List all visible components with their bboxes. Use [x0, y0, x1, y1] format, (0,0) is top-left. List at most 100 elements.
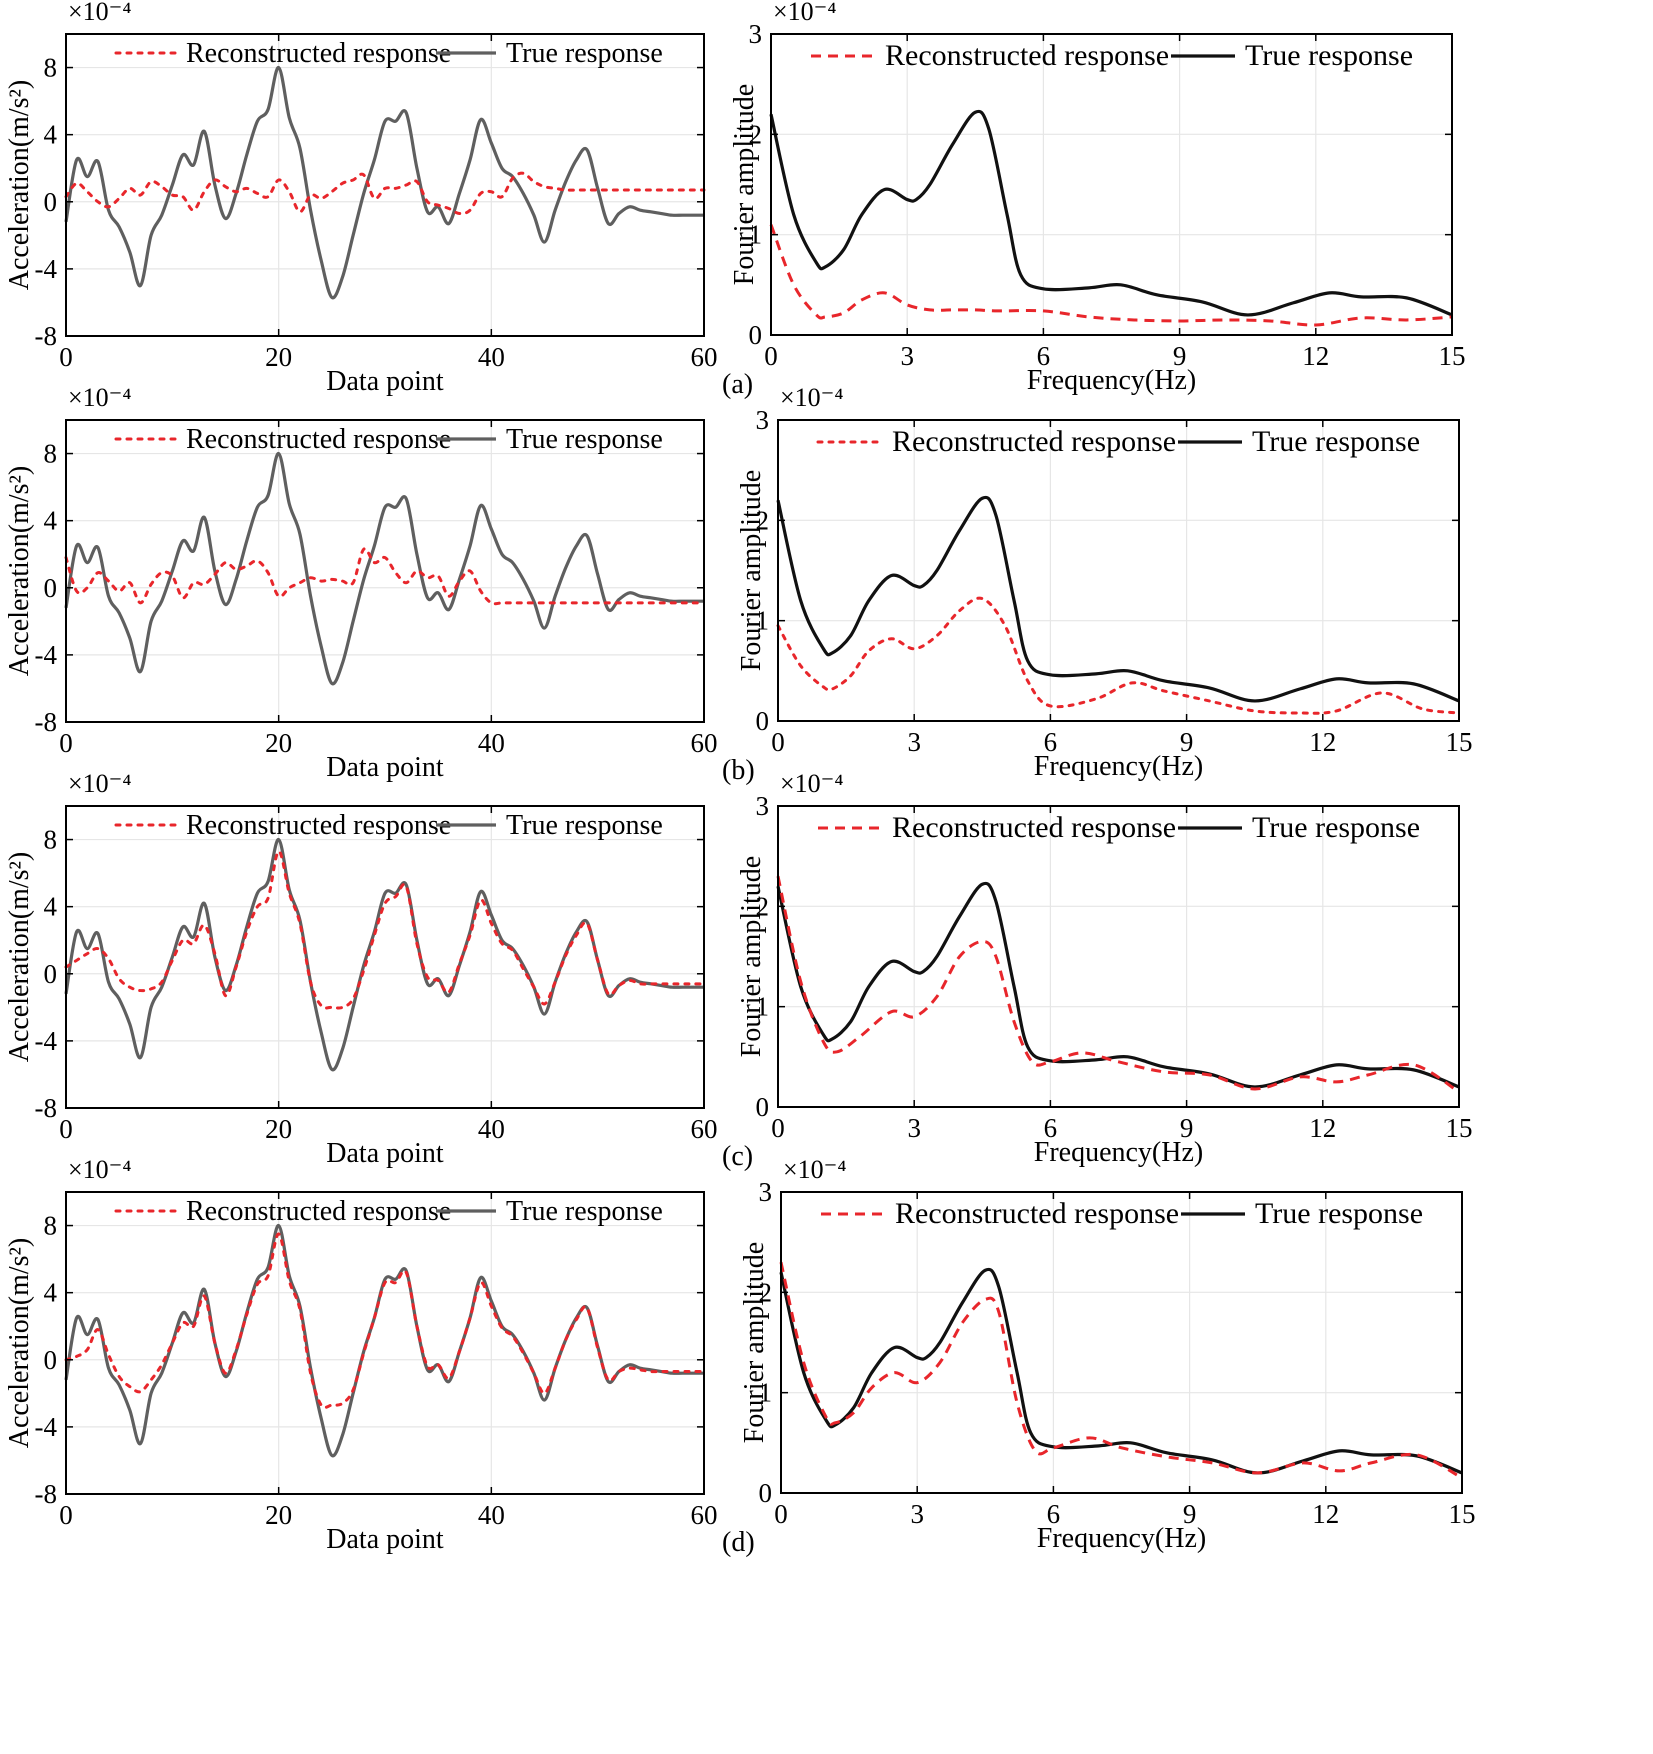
true-response-line	[779, 1267, 1463, 1475]
x-tick-label: 9	[1180, 727, 1194, 757]
y-tick-label: 4	[44, 1278, 58, 1308]
y-tick-label: -8	[35, 1479, 58, 1509]
y-tick-label: 0	[44, 573, 58, 603]
panel-tag-b: (b)	[722, 755, 755, 786]
y-tick-label: 0	[759, 1478, 773, 1508]
legend-true-label: True response	[506, 1196, 663, 1227]
y-tick-label: 3	[749, 19, 763, 49]
time-chart-4: 0 20 40 60 -8 -4 0 4 8 ×10⁻⁴ Data point Acceleratio…	[4, 1155, 718, 1555]
y-tick-label: 1	[749, 220, 763, 250]
y-axis-title: Fourier amplitude	[729, 84, 760, 285]
reconstructed-response-line	[64, 547, 706, 606]
y-tick-label: 8	[44, 825, 58, 855]
exponent-label: ×10⁻⁴	[68, 0, 131, 26]
y-tick-label: 8	[44, 53, 58, 83]
plot-frame	[65, 33, 705, 337]
x-tick-label: 0	[59, 342, 73, 372]
y-tick-label: 4	[44, 506, 58, 536]
plot-frame	[777, 419, 1460, 722]
legend-reconstructed-label: Reconstructed response	[186, 810, 451, 841]
y-tick-label: 1	[759, 1378, 773, 1408]
x-tick-label: 12	[1302, 341, 1329, 371]
y-axis-title: Fourier amplitude	[736, 470, 767, 671]
x-tick-label: 0	[771, 727, 785, 757]
time-chart-1: 0 20 40 60 -8 -4 0 4 8 ×10⁻⁴ Data point Acceleratio…	[4, 0, 718, 397]
x-tick-label: 0	[59, 1114, 73, 1144]
y-tick-label: 8	[44, 1211, 58, 1241]
y-tick-label: 4	[44, 892, 58, 922]
exponent-label: ×10⁻⁴	[783, 1155, 846, 1184]
x-tick-label: 20	[265, 728, 292, 758]
exponent-label: ×10⁻⁴	[68, 1155, 131, 1184]
reconstructed-response-line	[779, 1261, 1463, 1480]
x-tick-label: 40	[478, 728, 505, 758]
y-tick-label: -4	[35, 1026, 58, 1056]
plot-frame	[780, 1191, 1463, 1494]
x-tick-label: 60	[691, 1500, 718, 1530]
x-axis-title: Data point	[326, 1138, 444, 1169]
time-chart-2: 0 20 40 60 -8 -4 0 4 8 ×10⁻⁴ Data point Acceleratio…	[4, 383, 718, 783]
x-tick-label: 3	[900, 341, 914, 371]
legend: Reconstructed response True response	[816, 425, 1420, 458]
x-tick-label: 12	[1309, 727, 1336, 757]
legend: Reconstructed response True response	[818, 811, 1420, 844]
legend-reconstructed-label: Reconstructed response	[186, 38, 451, 69]
legend-reconstructed-label: Reconstructed response	[895, 1197, 1179, 1230]
time-chart-3: 0 20 40 60 -8 -4 0 4 8 ×10⁻⁴ Data point Acceleratio…	[4, 769, 718, 1169]
legend-true-label: True response	[1252, 425, 1420, 458]
exponent-label: ×10⁻⁴	[773, 0, 836, 26]
x-tick-label: 40	[478, 1500, 505, 1530]
reconstructed-response-line	[776, 596, 1461, 715]
y-tick-label: -4	[35, 254, 58, 284]
x-axis-title: Data point	[326, 1524, 444, 1555]
x-tick-label: 3	[907, 727, 921, 757]
y-axis-title: Acceleration(m/s²)	[4, 80, 35, 291]
y-tick-label: -8	[35, 707, 58, 737]
y-tick-label: 0	[756, 706, 770, 736]
exponent-label: ×10⁻⁴	[68, 383, 131, 412]
reconstructed-response-line	[64, 849, 706, 1010]
y-tick-label: 2	[759, 1277, 773, 1307]
x-tick-label: 40	[478, 342, 505, 372]
legend-true-label: True response	[506, 424, 663, 455]
exponent-label: ×10⁻⁴	[780, 383, 843, 412]
legend-true-label: True response	[506, 810, 663, 841]
legend-reconstructed-label: Reconstructed response	[885, 39, 1169, 72]
legend: Reconstructed response True response	[114, 810, 663, 841]
legend-reconstructed-label: Reconstructed response	[892, 425, 1176, 458]
legend-true-label: True response	[1252, 811, 1420, 844]
x-tick-label: 12	[1312, 1499, 1339, 1529]
x-tick-label: 60	[691, 342, 718, 372]
x-axis-title: Frequency(Hz)	[1027, 365, 1196, 396]
reconstructed-response-line	[64, 171, 706, 216]
y-tick-label: 1	[756, 606, 770, 636]
x-tick-label: 0	[774, 1499, 788, 1529]
x-tick-label: 20	[265, 1114, 292, 1144]
reconstructed-response-line	[64, 1232, 706, 1409]
x-tick-label: 15	[1446, 1113, 1473, 1143]
x-tick-label: 3	[907, 1113, 921, 1143]
x-tick-label: 6	[1037, 341, 1051, 371]
y-tick-label: 0	[44, 959, 58, 989]
true-response-line	[776, 495, 1460, 703]
x-tick-label: 6	[1047, 1499, 1061, 1529]
exponent-label: ×10⁻⁴	[780, 769, 843, 798]
y-tick-label: -8	[35, 321, 58, 351]
legend: Reconstructed response True response	[114, 1196, 663, 1227]
x-tick-label: 20	[265, 1500, 292, 1530]
y-tick-label: 0	[749, 320, 763, 350]
reconstructed-response-line	[776, 875, 1460, 1094]
y-tick-label: 3	[759, 1177, 773, 1207]
legend-true-label: True response	[1255, 1197, 1423, 1230]
x-axis-title: Frequency(Hz)	[1034, 1137, 1203, 1168]
true-response-line	[769, 109, 1453, 317]
y-tick-label: 0	[756, 1092, 770, 1122]
legend-true-label: True response	[506, 38, 663, 69]
x-tick-label: 0	[771, 1113, 785, 1143]
exponent-label: ×10⁻⁴	[68, 769, 131, 798]
